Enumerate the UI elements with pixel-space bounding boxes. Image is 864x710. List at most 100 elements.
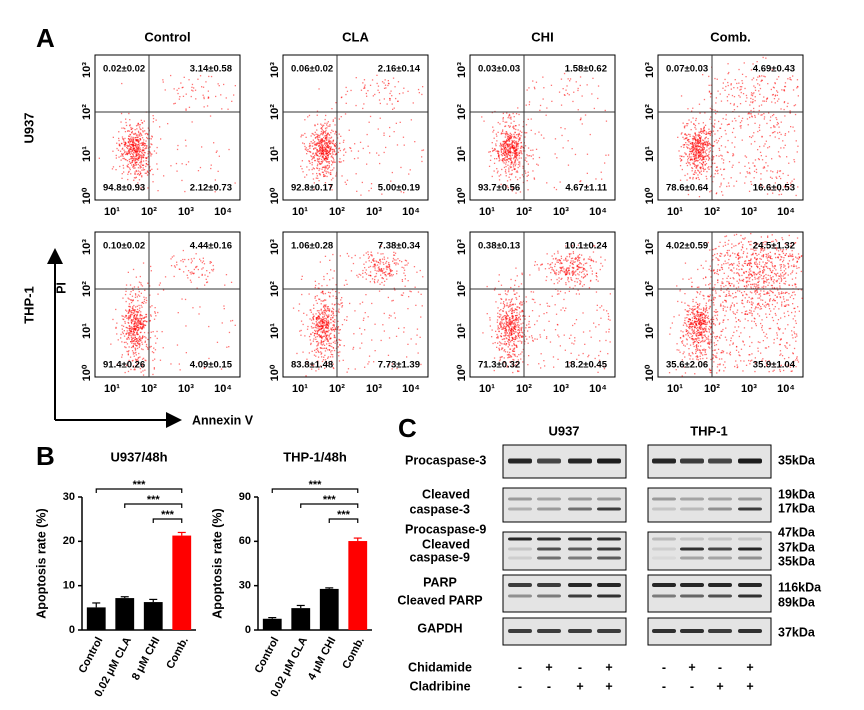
event-dot <box>410 291 412 293</box>
event-dot <box>732 155 734 157</box>
event-dot <box>334 145 336 147</box>
event-dot <box>121 177 123 179</box>
event-dot <box>778 194 780 196</box>
event-dot <box>330 351 332 353</box>
event-dot <box>508 356 510 358</box>
event-dot <box>510 361 513 363</box>
event-dot <box>325 347 327 350</box>
event-dot <box>721 191 723 193</box>
event-dot <box>127 163 129 166</box>
event-dot <box>310 135 312 137</box>
event-dot <box>727 81 729 84</box>
event-dot <box>775 176 777 178</box>
event-dot <box>727 182 730 184</box>
event-dot <box>140 319 143 321</box>
event-dot <box>710 166 712 168</box>
event-dot <box>317 163 319 165</box>
event-dot <box>142 320 145 323</box>
event-dot <box>318 180 320 182</box>
event-dot <box>190 273 192 275</box>
event-dot <box>512 158 515 160</box>
event-dot <box>176 264 178 266</box>
event-dot <box>209 272 211 274</box>
dot-cloud <box>482 244 611 374</box>
event-dot <box>135 154 137 156</box>
event-dot <box>134 152 136 154</box>
event-dot <box>329 345 331 347</box>
event-dot <box>329 292 331 294</box>
event-dot <box>327 154 329 156</box>
event-dot <box>573 91 575 93</box>
event-dot <box>380 269 383 271</box>
event-dot <box>127 138 130 140</box>
event-dot <box>389 135 391 137</box>
event-dot <box>709 133 711 135</box>
event-dot <box>517 318 519 320</box>
event-dot <box>537 164 539 166</box>
event-dot <box>514 154 516 156</box>
event-dot <box>704 151 706 154</box>
event-dot <box>597 371 599 373</box>
event-dot <box>534 88 536 90</box>
event-dot <box>509 302 511 304</box>
event-dot <box>330 141 332 143</box>
event-dot <box>333 314 335 317</box>
event-dot <box>146 164 148 166</box>
event-dot <box>581 276 583 278</box>
event-dot <box>525 301 528 303</box>
event-dot <box>538 363 540 365</box>
event-dot <box>691 167 693 169</box>
event-dot <box>228 346 230 348</box>
event-dot <box>373 280 375 283</box>
event-dot <box>320 309 322 311</box>
event-dot <box>716 192 718 194</box>
event-dot <box>98 157 100 159</box>
event-dot <box>692 107 694 109</box>
event-dot <box>209 115 212 117</box>
event-dot <box>727 139 729 142</box>
event-dot <box>157 190 159 192</box>
event-dot <box>517 144 519 146</box>
event-dot <box>512 353 514 355</box>
event-dot <box>518 337 521 339</box>
event-dot <box>695 138 697 140</box>
event-dot <box>139 319 141 322</box>
event-dot <box>153 150 156 152</box>
event-dot <box>544 268 547 270</box>
event-dot <box>689 150 691 153</box>
event-dot <box>513 141 515 143</box>
event-dot <box>207 96 210 98</box>
event-dot <box>123 145 126 147</box>
event-dot <box>133 150 135 152</box>
event-dot <box>691 151 693 153</box>
event-dot <box>136 345 138 347</box>
event-dot <box>506 138 509 140</box>
event-dot <box>767 165 769 167</box>
event-dot <box>499 293 501 296</box>
event-dot <box>311 158 313 161</box>
event-dot <box>510 143 512 145</box>
event-dot <box>500 151 503 154</box>
event-dot <box>327 306 329 308</box>
event-dot <box>136 324 139 326</box>
event-dot <box>779 170 782 172</box>
event-dot <box>131 333 134 335</box>
event-dot <box>325 323 327 325</box>
x-tick-label: 10³ <box>366 206 382 218</box>
event-dot <box>330 314 332 316</box>
event-dot <box>325 155 327 157</box>
event-dot <box>505 153 507 155</box>
event-dot <box>373 265 375 268</box>
event-dot <box>364 271 366 274</box>
event-dot <box>326 135 328 137</box>
event-dot <box>319 321 321 323</box>
event-dot <box>324 312 326 314</box>
event-dot <box>313 304 315 306</box>
event-dot <box>182 258 184 261</box>
event-dot <box>498 330 500 333</box>
event-dot <box>311 327 313 329</box>
event-dot <box>318 139 320 141</box>
event-dot <box>795 194 797 197</box>
event-dot <box>327 331 329 333</box>
event-dot <box>135 125 138 127</box>
